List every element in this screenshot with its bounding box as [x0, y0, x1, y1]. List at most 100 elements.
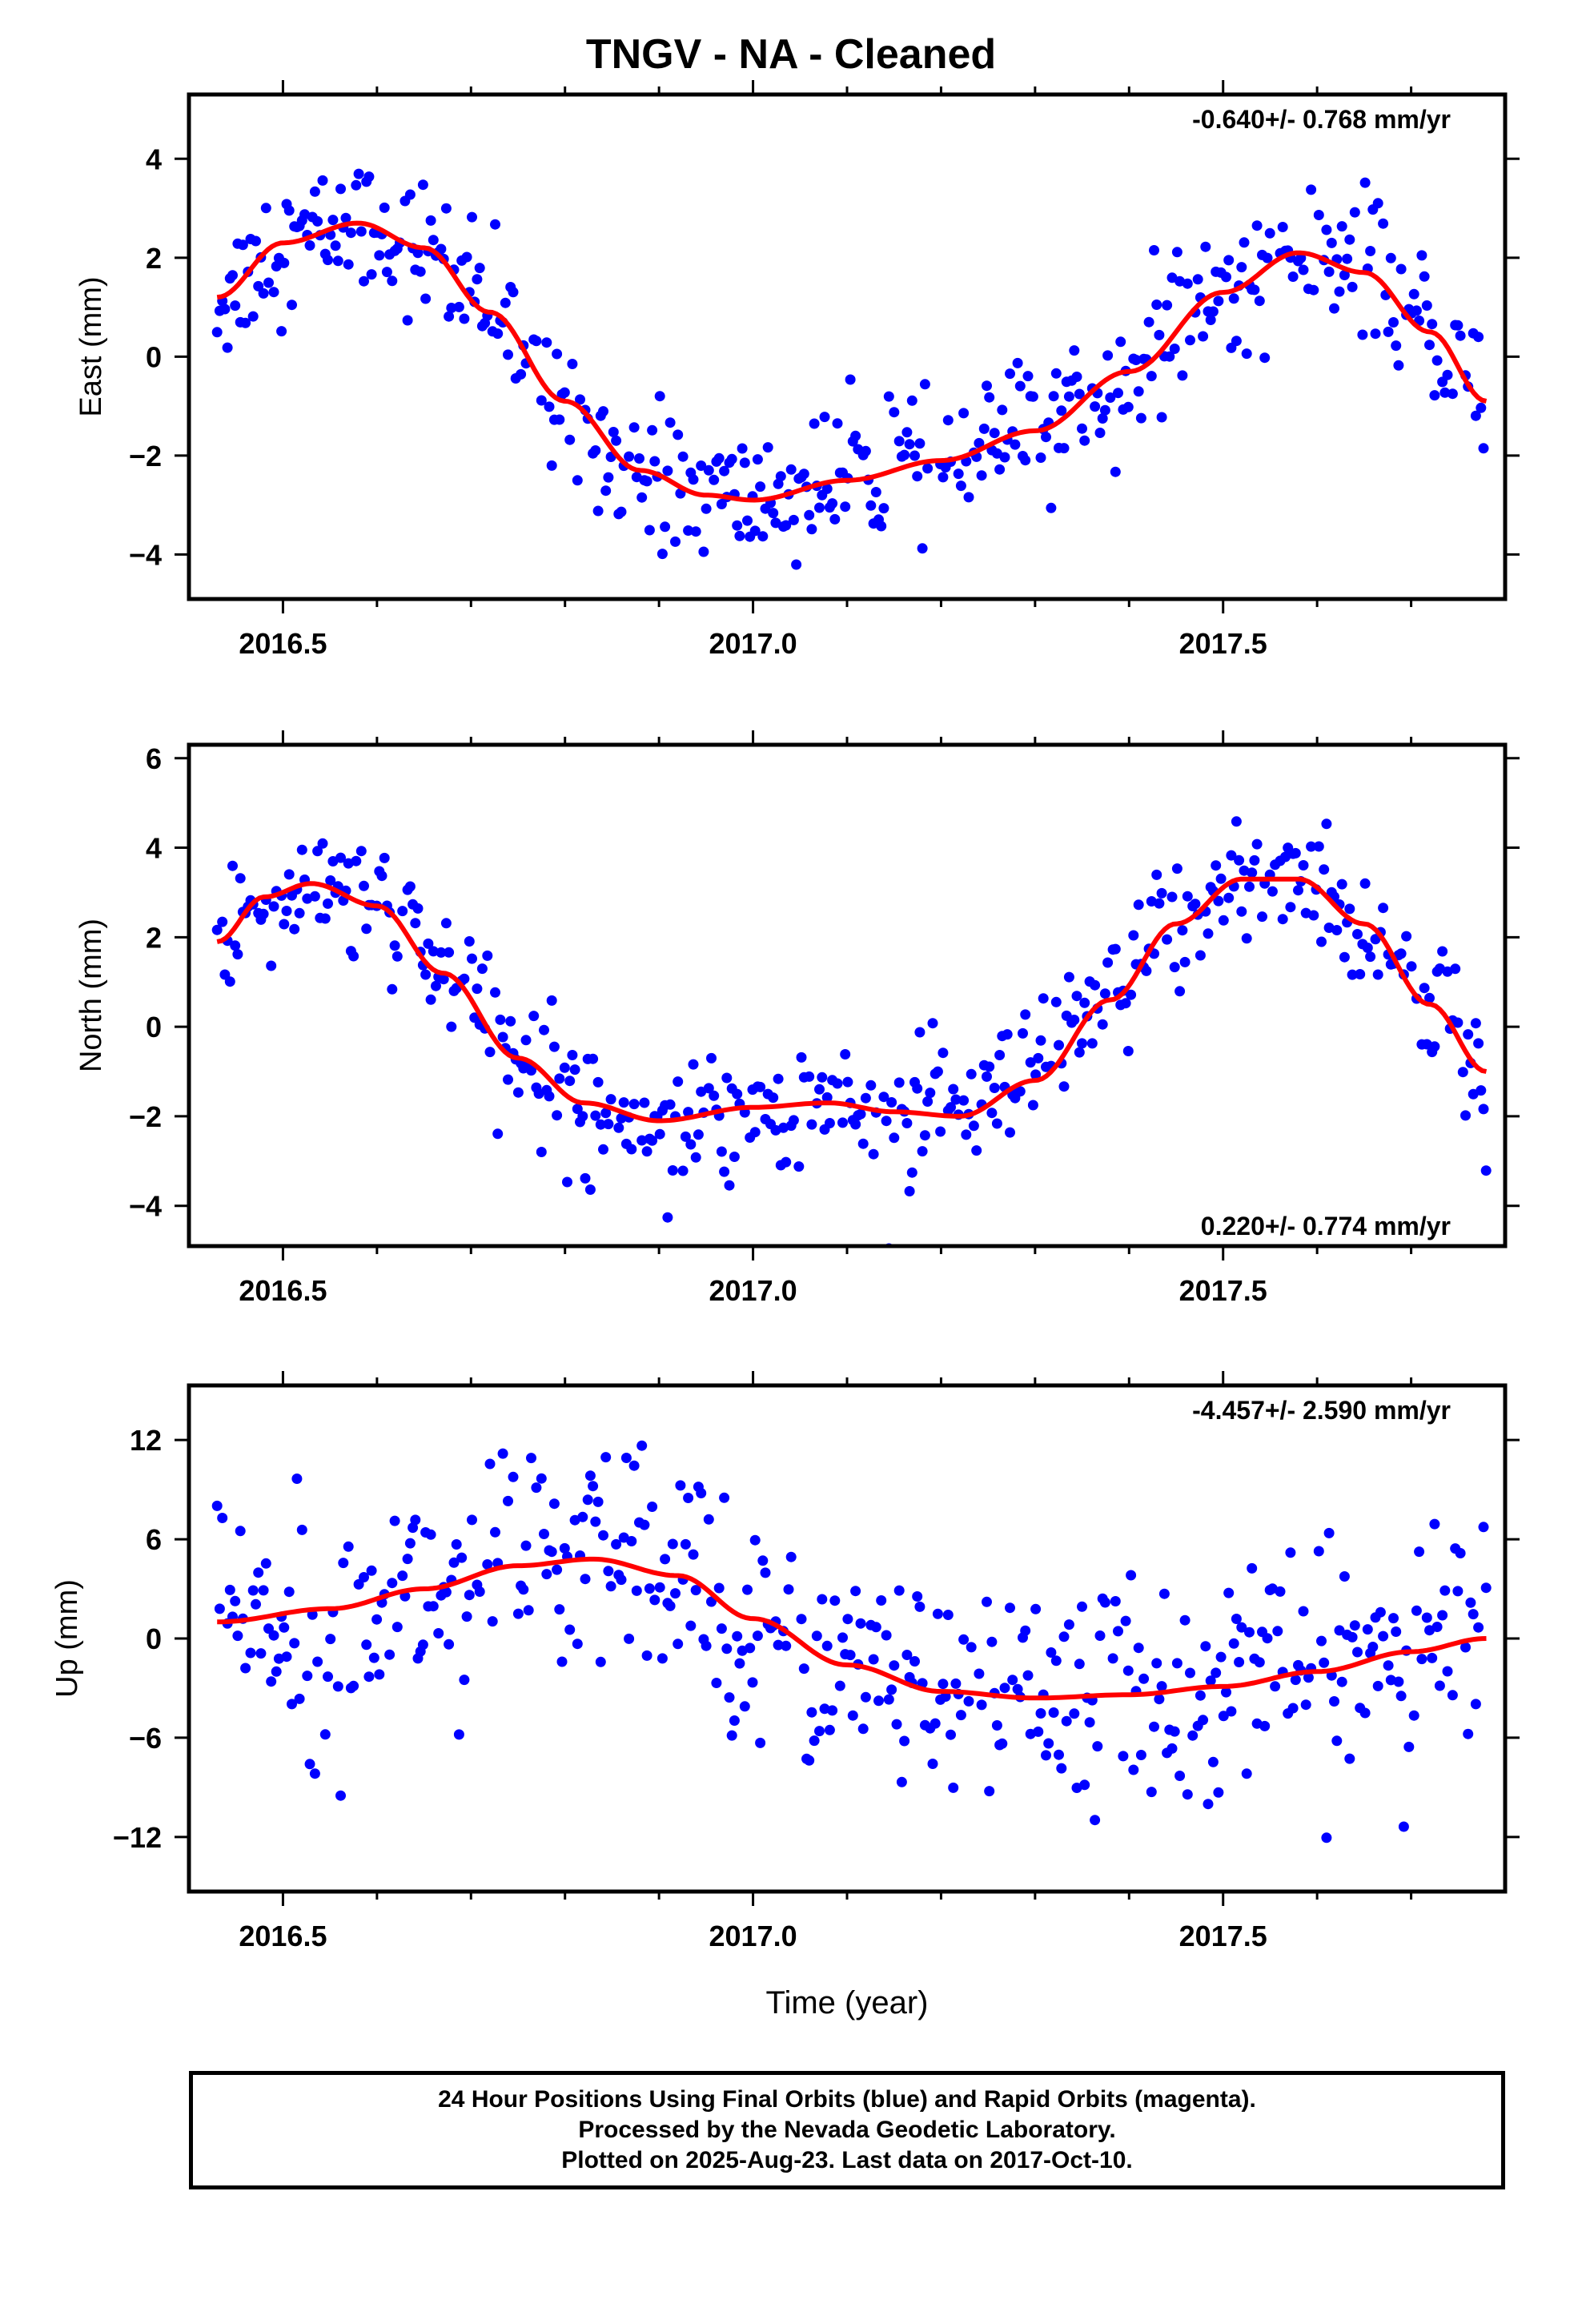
data-point: [1231, 816, 1242, 827]
data-point: [1086, 1038, 1098, 1049]
data-point: [647, 424, 658, 436]
data-point: [829, 1595, 841, 1606]
data-point: [482, 1559, 493, 1570]
data-point: [1478, 1104, 1489, 1115]
data-point: [1393, 360, 1404, 371]
data-point: [747, 1677, 758, 1688]
data-point: [1020, 1009, 1031, 1020]
footer-line-2: Processed by the Nevada Geodetic Laborat…: [578, 2117, 1116, 2143]
data-point: [348, 1680, 359, 1691]
data-point: [673, 1638, 684, 1650]
data-point: [1074, 388, 1085, 400]
data-point: [1149, 245, 1159, 255]
data-point: [837, 1632, 848, 1643]
data-point: [319, 913, 331, 924]
data-point: [1054, 1749, 1064, 1760]
data-point: [1480, 1165, 1492, 1176]
data-point: [1221, 1687, 1231, 1698]
data-point: [1200, 241, 1211, 252]
data-point: [925, 1088, 936, 1099]
data-point: [1424, 992, 1435, 1003]
data-point: [461, 251, 472, 263]
data-point: [548, 1041, 560, 1052]
data-point: [353, 168, 364, 179]
data-point: [942, 415, 954, 426]
data-point: [901, 427, 913, 438]
data-point: [1166, 891, 1178, 903]
data-point: [217, 916, 228, 927]
data-point: [1352, 929, 1363, 939]
y-axis-label: Up (mm): [50, 1579, 84, 1698]
data-point: [536, 1147, 547, 1157]
data-point: [323, 1671, 333, 1683]
footer-line-3: Plotted on 2025-Aug-23. Last data on 201…: [561, 2147, 1133, 2173]
data-point: [1476, 402, 1487, 413]
data-point: [440, 918, 452, 929]
data-point: [827, 498, 838, 509]
data-point: [1169, 962, 1180, 973]
data-point: [1480, 1582, 1492, 1594]
data-point: [472, 274, 483, 285]
data-point: [665, 417, 676, 428]
data-point: [526, 1453, 536, 1464]
data-point: [1097, 413, 1108, 424]
data-point: [631, 1585, 642, 1596]
data-point: [989, 428, 1000, 439]
data-point: [319, 1729, 331, 1740]
data-point: [603, 472, 614, 483]
data-point: [1463, 1029, 1474, 1040]
data-points: [211, 168, 1489, 570]
data-point: [628, 1460, 640, 1471]
data-point: [603, 1566, 614, 1577]
data-point: [706, 1052, 717, 1063]
data-point: [577, 1511, 588, 1522]
data-point: [840, 501, 851, 513]
data-point: [1416, 1654, 1427, 1665]
data-point: [677, 451, 689, 462]
data-point: [283, 205, 295, 216]
data-point: [404, 189, 416, 200]
data-point: [1022, 1670, 1034, 1681]
y-tick-label: 4: [146, 143, 162, 175]
data-point: [1395, 1691, 1407, 1702]
data-point: [425, 994, 436, 1005]
data-point: [889, 407, 900, 418]
plot-frame: [187, 742, 1508, 1248]
data-point: [958, 408, 970, 419]
data-point: [909, 1656, 920, 1667]
data-point: [919, 379, 930, 390]
data-point: [309, 186, 320, 197]
data-point: [665, 1600, 676, 1611]
data-point: [904, 439, 915, 450]
data-point: [986, 1108, 998, 1119]
data-point: [374, 1669, 385, 1680]
data-point: [431, 980, 441, 991]
data-point: [989, 1083, 1000, 1093]
data-point: [518, 1584, 529, 1595]
data-point: [899, 449, 910, 460]
data-point: [1372, 969, 1383, 980]
data-point: [266, 1676, 277, 1687]
panel-3: 2016.5 2017.0 2017.5 −12 −6 0 6 12 Up (mm) Time (…: [50, 1371, 1520, 2020]
data-point: [616, 1112, 627, 1124]
data-point: [590, 1110, 601, 1121]
data-point: [584, 1470, 596, 1482]
data-point: [1249, 854, 1260, 866]
data-point: [598, 1144, 608, 1155]
data-point: [464, 1590, 475, 1601]
data-point: [453, 1729, 464, 1740]
data-point: [1050, 996, 1062, 1007]
data-point: [1135, 412, 1146, 424]
x-tick-label: 2016.5: [239, 1920, 327, 1952]
data-point: [1251, 220, 1263, 231]
data-point: [860, 1691, 871, 1703]
data-point: [891, 1719, 902, 1730]
data-point: [1056, 405, 1067, 416]
data-point: [626, 1536, 637, 1546]
data-point: [1231, 336, 1242, 347]
data-point: [976, 470, 987, 481]
data-point: [528, 1011, 540, 1022]
data-point: [950, 1094, 962, 1105]
data-point: [798, 468, 809, 480]
data-point: [893, 1585, 905, 1596]
